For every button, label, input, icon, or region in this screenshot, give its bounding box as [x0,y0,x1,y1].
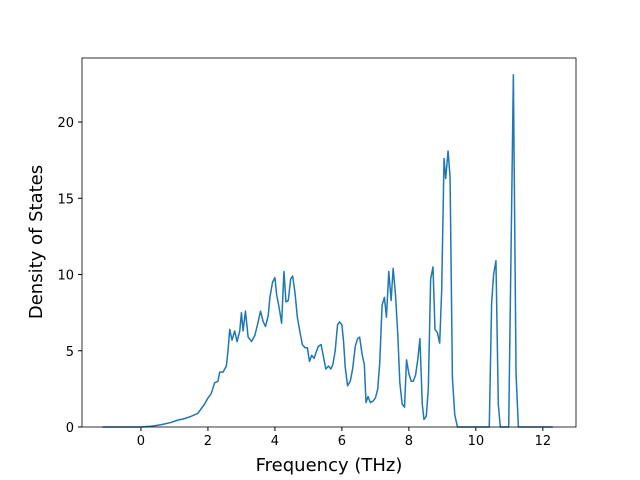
x-tick-label: 8 [405,434,413,449]
y-tick-label: 10 [57,269,74,284]
line [102,74,553,428]
plot-frame [81,57,577,428]
x-tick-label: 0 [137,434,145,449]
y-tick-label: 15 [57,192,74,207]
y-tick-label: 0 [66,421,74,436]
x-tick-label: 10 [468,434,485,449]
x-tick-label: 4 [271,434,279,449]
x-tick-label: 12 [535,434,552,449]
x-tick-label: 6 [338,434,346,449]
x-axis-label: Frequency (THz) [256,455,403,476]
x-tick-label: 2 [204,434,212,449]
y-tick-label: 20 [57,116,74,131]
y-tick-label: 5 [66,345,74,360]
y-axis-label: Density of States [26,165,47,319]
